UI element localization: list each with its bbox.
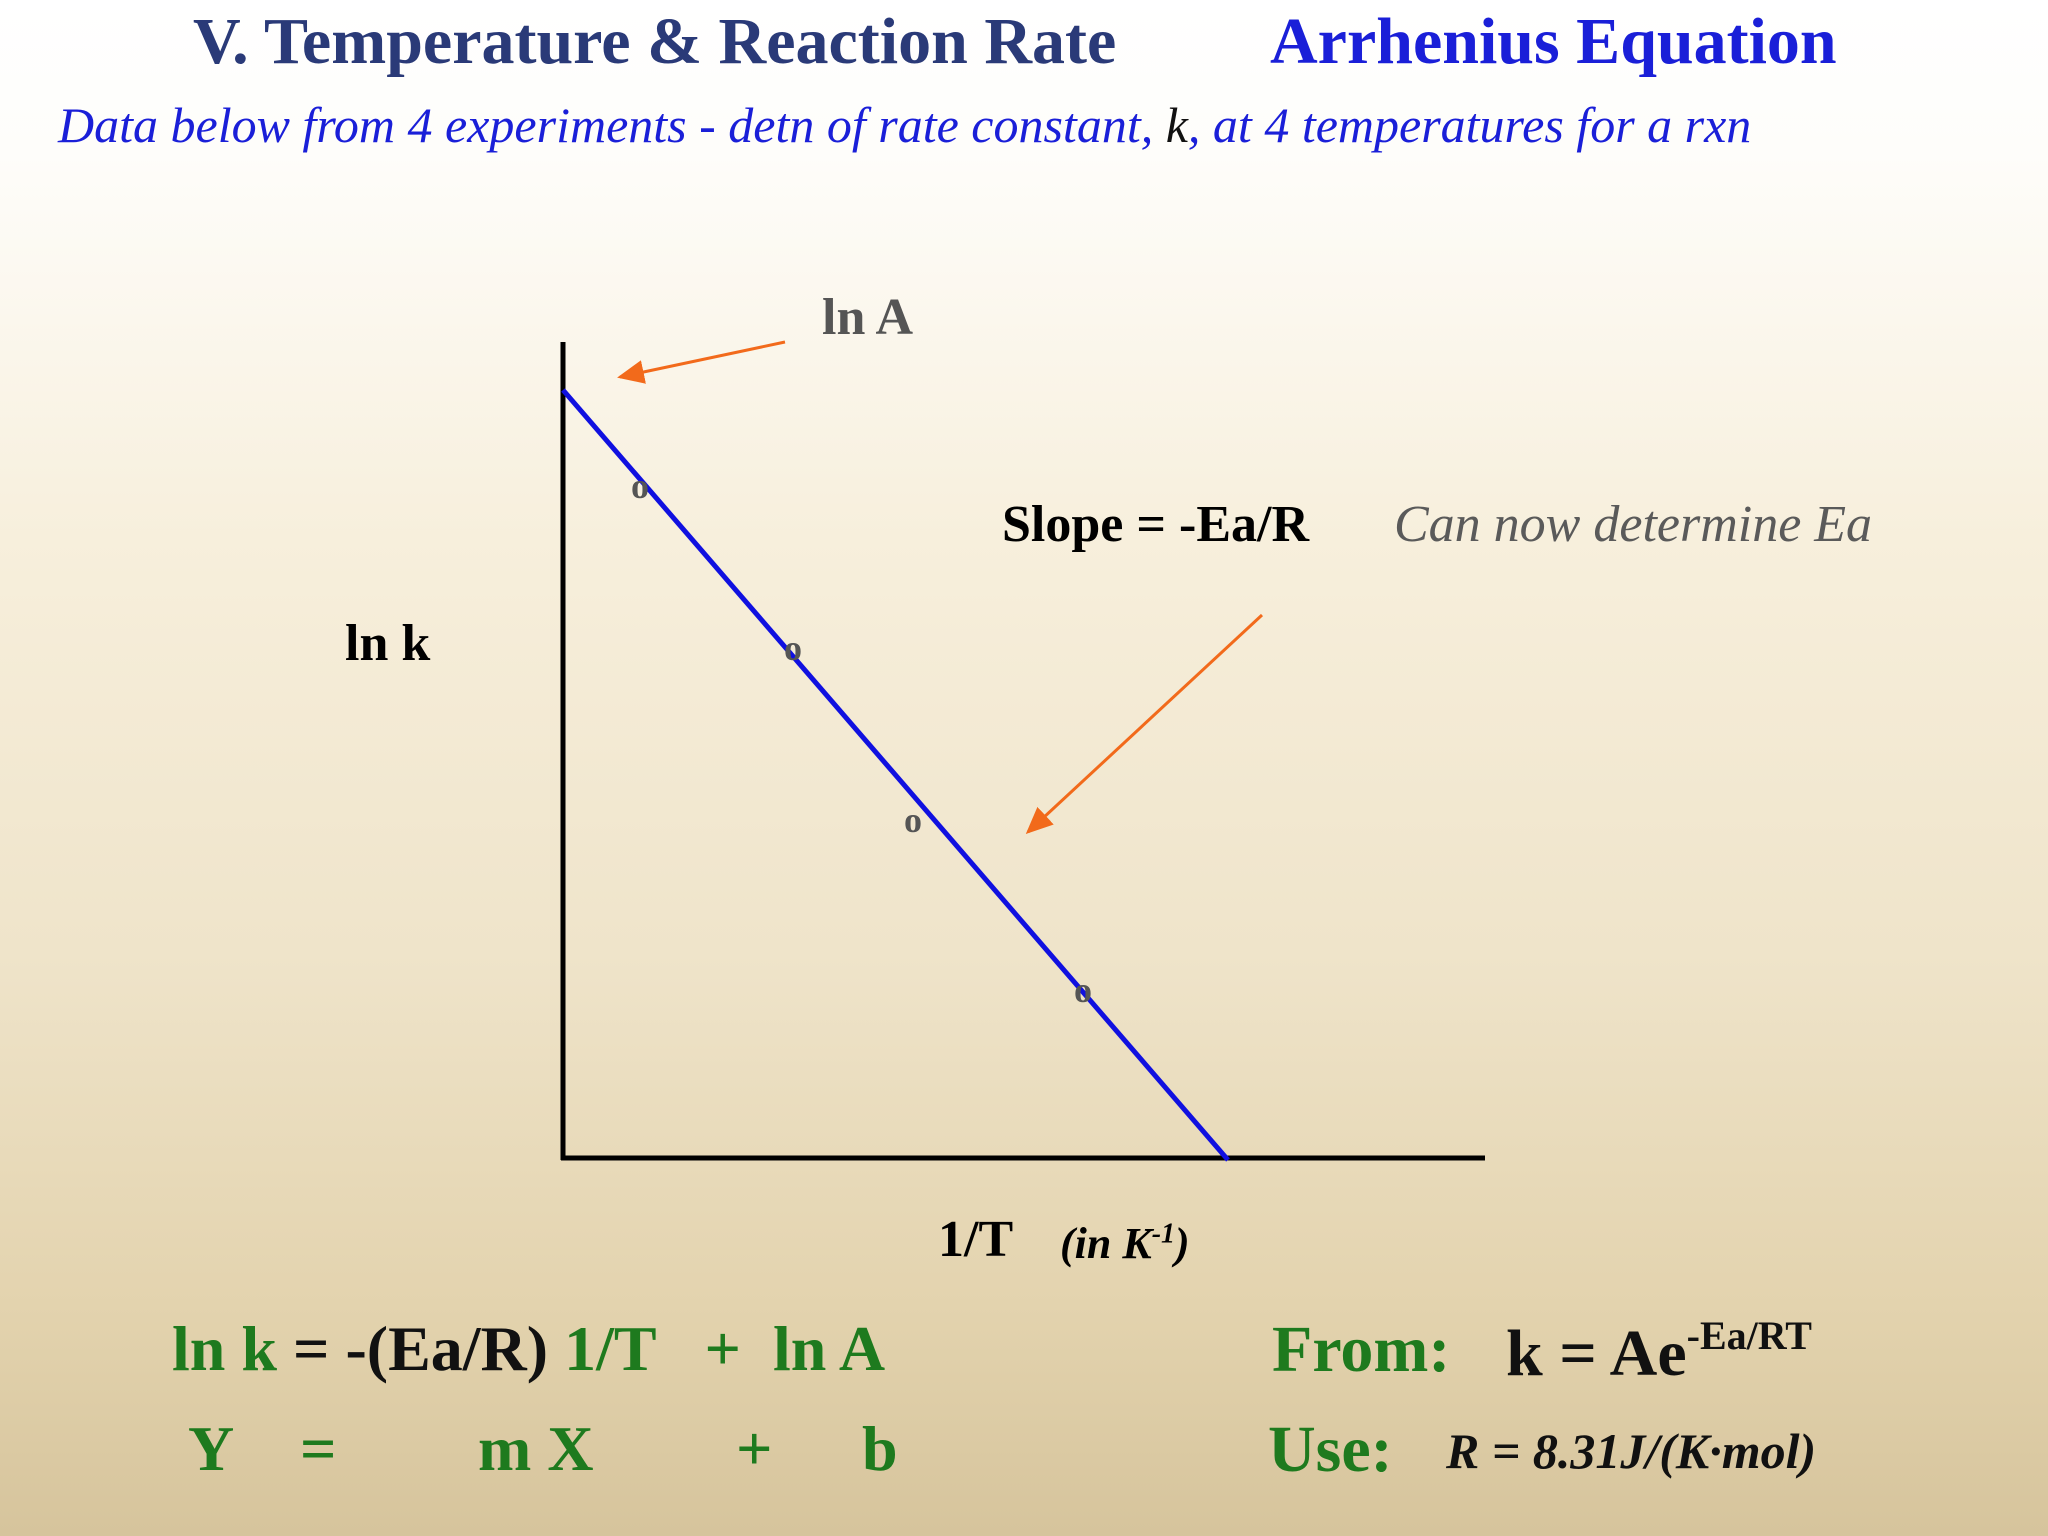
slide-title-topic: Arrhenius Equation (1270, 5, 1837, 78)
x-axis-unit: (in K-1) (1060, 1218, 1190, 1269)
eq-equals: = (292, 1313, 330, 1384)
best-fit-line (561, 388, 1230, 1162)
eq-slope-term: -(Ea/R) (345, 1313, 549, 1384)
slope-arrow (1025, 613, 1264, 835)
slope-label: Slope = -Ea/R (1002, 496, 1309, 553)
eq-lnk: ln k (172, 1313, 277, 1384)
subtitle-k-variable: k (1165, 97, 1188, 153)
data-point-3: o (904, 800, 922, 840)
k-form-exponent: -Ea/RT (1686, 1313, 1812, 1358)
x-unit-suffix: ) (1175, 1219, 1190, 1268)
k-form-base: k = Ae (1506, 1317, 1687, 1390)
gas-constant-value: R = 8.31J/(K·mol) (1446, 1423, 1817, 1479)
intercept-label: ln A (822, 289, 914, 346)
arrhenius-exponential-form: k = Ae-Ea/RT (1506, 1312, 1812, 1392)
x-unit-prefix: (in K (1060, 1219, 1152, 1268)
x-unit-exponent: -1 (1151, 1218, 1176, 1250)
eq2-y: Y (188, 1413, 235, 1484)
intercept-arrow (617, 340, 786, 384)
x-axis-label: 1/T (938, 1211, 1014, 1268)
eq-intercept-term: ln A (773, 1313, 886, 1384)
from-label: From: (1272, 1313, 1451, 1386)
subtitle-text-end: , at 4 temperatures for a rxn (1187, 97, 1752, 153)
y-axis-label: ln k (345, 615, 431, 672)
data-point-4: o (1074, 970, 1092, 1010)
subtitle-text-start: Data below from 4 experiments - detn of … (58, 97, 1166, 153)
eq2-equals: = (300, 1413, 337, 1484)
slope-note: Can now determine Ea (1394, 496, 1873, 553)
eq-x-term: 1/T (564, 1313, 657, 1384)
slide-subtitle: Data below from 4 experiments - detn of … (58, 96, 1751, 154)
use-label: Use: (1268, 1413, 1393, 1486)
eq2-plus: + (736, 1413, 773, 1484)
slide-title: V. Temperature & Reaction Rate (193, 5, 1117, 78)
eq-plus: + (704, 1313, 741, 1384)
data-point-2: o (784, 628, 802, 668)
eq2-b: b (862, 1413, 898, 1484)
data-point-1: o (631, 466, 649, 506)
linear-arrhenius-equation: ln k = -(Ea/R) 1/T + ln A (172, 1312, 885, 1386)
eq2-mx: m X (478, 1413, 594, 1484)
